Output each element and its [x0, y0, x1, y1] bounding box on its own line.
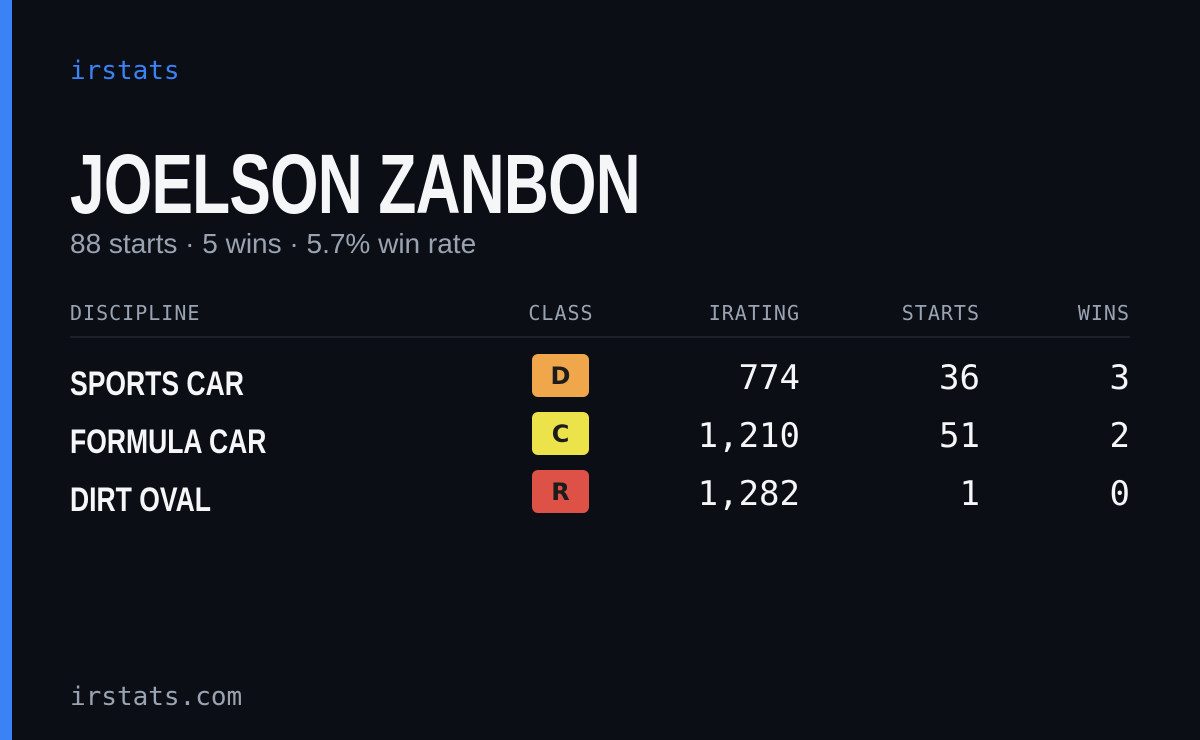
wins: 3	[1109, 358, 1130, 398]
brand: irstats	[70, 56, 180, 86]
column-header: CLASS	[528, 301, 594, 325]
accent-bar	[0, 0, 12, 740]
column-header: IRATING	[708, 301, 800, 325]
discipline: SPORTS CAR	[70, 365, 244, 403]
column-header: STARTS	[901, 301, 980, 325]
irating: 774	[738, 358, 800, 398]
class-badge: R	[532, 470, 589, 513]
irating: 1,210	[697, 416, 800, 456]
summary: 88 starts · 5 wins · 5.7% win rate	[70, 228, 477, 259]
header-rule	[70, 336, 1130, 338]
starts: 1	[959, 474, 980, 514]
starts: 36	[939, 358, 980, 398]
column-header: DISCIPLINE	[70, 301, 201, 325]
class-badge: D	[532, 354, 589, 397]
column-header: WINS	[1077, 301, 1130, 325]
discipline: DIRT OVAL	[70, 481, 211, 519]
irating: 1,282	[697, 474, 800, 514]
wins: 2	[1109, 416, 1130, 456]
discipline: FORMULA CAR	[70, 423, 267, 461]
footer: irstats.com	[70, 682, 243, 712]
class-badge: C	[532, 412, 589, 455]
driver-name: JOELSON ZANBON	[70, 137, 641, 231]
starts: 51	[939, 416, 980, 456]
wins: 0	[1109, 474, 1130, 514]
